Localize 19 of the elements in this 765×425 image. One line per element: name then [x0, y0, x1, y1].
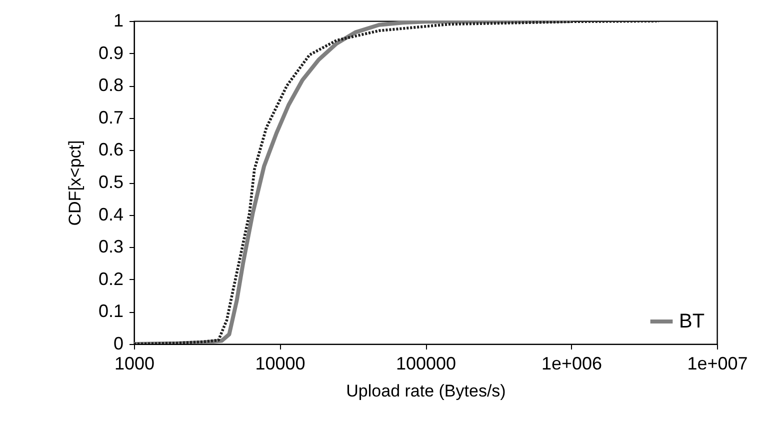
x-tick-label: 1e+007: [687, 354, 748, 374]
x-tick-label: 1e+006: [541, 354, 602, 374]
y-tick-label: 0.7: [98, 107, 124, 128]
y-tick-label: 0.5: [98, 172, 124, 192]
x-tick-label: 1000: [114, 354, 155, 374]
y-axis-title: CDF[x<pct]: [65, 140, 84, 226]
y-tick-label: 0.4: [98, 204, 124, 224]
x-tick-label: 100000: [396, 354, 456, 374]
y-tick-label: 0.1: [98, 301, 124, 322]
y-tick-label: 0.8: [98, 75, 124, 96]
y-tick-label: 0.2: [98, 268, 124, 289]
legend-label: BT: [679, 310, 705, 332]
x-tick-label: 10000: [255, 354, 306, 374]
y-tick-label: 0.9: [98, 42, 124, 63]
y-tick-label: 0: [113, 334, 124, 354]
y-tick-label: 0.6: [98, 140, 124, 160]
y-tick-label: 0.3: [98, 236, 124, 257]
y-tick-label: 1: [113, 10, 124, 30]
x-axis-title: Upload rate (Bytes/s): [346, 382, 506, 400]
